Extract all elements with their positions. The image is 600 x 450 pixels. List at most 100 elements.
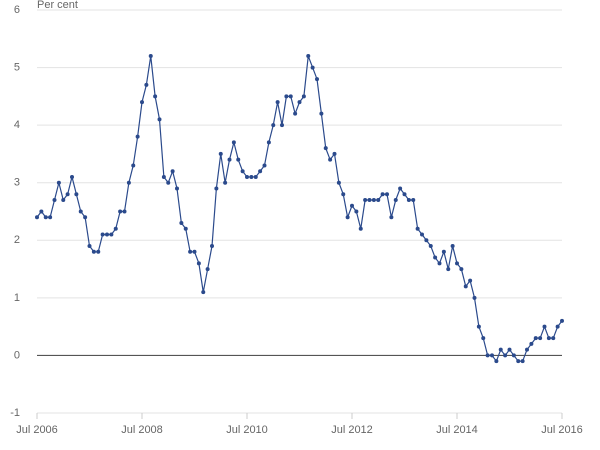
data-point — [424, 238, 429, 243]
data-point — [511, 353, 516, 358]
data-point — [231, 140, 236, 145]
data-point — [87, 244, 92, 249]
data-point — [166, 180, 171, 185]
data-point — [144, 82, 149, 87]
data-point — [389, 215, 394, 220]
data-point — [78, 209, 83, 214]
data-point — [428, 244, 433, 249]
data-point — [420, 232, 424, 237]
data-point — [546, 336, 551, 341]
data-point — [323, 146, 328, 151]
data-point — [411, 197, 416, 202]
data-point — [153, 94, 158, 99]
y-tick-label: -1 — [10, 407, 20, 419]
data-point — [393, 197, 398, 202]
data-point — [385, 192, 389, 197]
data-point — [315, 77, 319, 82]
x-tick-label: Jul 2014 — [436, 424, 478, 436]
y-tick-label: 3 — [14, 177, 20, 189]
data-point — [301, 94, 306, 99]
data-point — [446, 267, 451, 272]
data-point — [113, 226, 118, 231]
data-point — [433, 255, 438, 260]
data-point — [415, 226, 420, 231]
data-point — [253, 174, 258, 179]
data-point — [288, 94, 293, 99]
y-tick-label: 0 — [14, 349, 20, 361]
data-point — [249, 174, 254, 179]
data-point — [358, 226, 363, 231]
data-point — [188, 249, 193, 254]
data-point — [490, 353, 494, 358]
data-point — [223, 180, 228, 185]
data-point — [157, 117, 162, 122]
x-tick-label: Jul 2006 — [16, 424, 58, 436]
data-point — [520, 359, 525, 364]
data-point — [516, 359, 521, 364]
data-point — [266, 140, 271, 145]
data-point — [367, 197, 372, 202]
x-tick-label: Jul 2016 — [541, 424, 583, 436]
data-point — [83, 215, 88, 220]
x-tick-label: Jul 2008 — [121, 424, 163, 436]
data-point — [280, 123, 284, 128]
data-point — [476, 324, 481, 329]
data-point — [341, 192, 346, 197]
data-point — [43, 215, 48, 220]
data-point — [319, 111, 324, 116]
data-point — [135, 134, 140, 139]
data-point — [275, 100, 280, 105]
data-point — [376, 197, 381, 202]
data-point — [472, 295, 477, 300]
data-point — [332, 151, 337, 156]
data-point — [236, 157, 241, 162]
data-point — [284, 94, 289, 99]
y-tick-label: 5 — [14, 61, 20, 73]
data-point — [551, 336, 556, 341]
data-point — [70, 174, 74, 179]
y-tick-label: 2 — [14, 234, 20, 246]
data-point — [227, 157, 232, 162]
data-point — [494, 359, 499, 364]
data-point — [218, 151, 223, 156]
data-point — [105, 232, 109, 237]
data-point — [503, 353, 508, 358]
data-point — [525, 347, 529, 352]
data-point — [271, 123, 276, 128]
data-point — [122, 209, 127, 214]
y-tick-label: 6 — [14, 4, 20, 16]
data-point — [542, 324, 547, 329]
data-point — [437, 261, 442, 266]
x-tick-label: Jul 2012 — [331, 424, 373, 436]
y-axis-label: Per cent — [37, 0, 78, 11]
data-point — [192, 249, 197, 254]
y-tick-label: 1 — [14, 292, 20, 304]
data-point — [183, 226, 188, 231]
data-point — [126, 180, 131, 185]
data-point — [262, 163, 267, 168]
data-point — [170, 169, 175, 174]
data-point — [468, 278, 473, 283]
data-point — [354, 209, 359, 214]
data-point — [538, 336, 543, 341]
data-point — [293, 111, 298, 116]
data-point — [485, 353, 490, 358]
data-point — [459, 267, 464, 272]
data-point — [179, 221, 184, 226]
data-point — [350, 203, 354, 208]
data-point — [498, 347, 503, 352]
data-point — [345, 215, 350, 220]
data-point — [65, 192, 70, 197]
data-point — [109, 232, 114, 237]
data-point — [196, 261, 201, 266]
data-point — [297, 100, 302, 105]
data-point — [481, 336, 486, 341]
data-point — [533, 336, 538, 341]
data-point — [463, 284, 468, 289]
data-point — [258, 169, 263, 174]
data-point — [100, 232, 105, 237]
data-point — [210, 244, 214, 249]
data-point — [214, 186, 219, 191]
data-point — [455, 261, 459, 266]
data-point — [380, 192, 385, 197]
